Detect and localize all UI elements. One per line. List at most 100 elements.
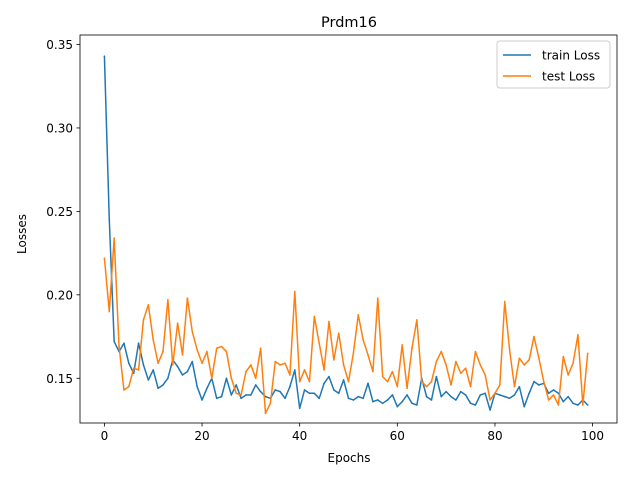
test-loss-point [259, 347, 262, 350]
train-loss-point [137, 342, 140, 345]
test-loss-point [318, 342, 321, 345]
axes-frame [79, 34, 618, 424]
test-loss-point [420, 380, 423, 383]
test-loss-point [269, 402, 272, 405]
test-loss-point [118, 345, 120, 348]
test-loss-point [479, 364, 482, 366]
train-loss-point [245, 394, 247, 396]
test-loss-point [533, 335, 535, 338]
train-loss-point [552, 389, 555, 391]
y-axis-label: Losses [15, 214, 29, 254]
train-loss-point [142, 364, 145, 366]
train-loss-point [333, 389, 335, 391]
train-loss-point [162, 384, 164, 386]
train-loss-point [157, 387, 159, 390]
test-loss-point [538, 357, 540, 360]
train-loss-point [259, 390, 262, 393]
train-loss-point [181, 374, 184, 376]
test-loss-point [513, 385, 516, 388]
test-loss-point [528, 359, 530, 361]
train-loss-point [367, 382, 369, 385]
train-loss-point [513, 394, 516, 396]
train-loss-point [386, 399, 389, 401]
train-loss-point [508, 397, 511, 400]
test-loss-point [557, 404, 560, 406]
train-loss-point [230, 394, 233, 396]
test-loss-point [333, 359, 335, 361]
test-loss-point [342, 364, 345, 366]
test-loss-point [411, 347, 413, 350]
x-tick-label: 80 [487, 429, 502, 443]
train-loss-point [279, 390, 281, 393]
train-loss-point [342, 379, 345, 381]
test-loss-point [289, 374, 291, 376]
train-loss-point [103, 55, 106, 57]
test-loss-point [499, 384, 501, 386]
train-loss-point [567, 395, 569, 398]
test-loss-point [494, 392, 496, 395]
test-loss-point [572, 362, 574, 365]
train-loss-point [196, 385, 198, 388]
train-loss-point [391, 394, 394, 396]
test-loss-point [401, 344, 404, 346]
test-loss-point [430, 380, 433, 383]
train-loss-point [406, 394, 408, 396]
x-tick-label: 60 [390, 429, 405, 443]
x-tick-label: 0 [101, 429, 109, 443]
test-loss-point [547, 399, 550, 401]
test-loss-point [274, 360, 277, 363]
test-loss-point [123, 389, 125, 391]
train-loss-point [469, 402, 472, 405]
train-loss-point [450, 395, 452, 398]
test-loss-point [469, 385, 472, 388]
test-loss-point [523, 364, 526, 366]
test-loss-point [386, 380, 389, 383]
test-loss-point [176, 322, 179, 325]
test-loss-point [362, 339, 364, 341]
test-loss-point [372, 370, 374, 373]
test-loss-point [464, 367, 467, 370]
train-loss-point [479, 394, 482, 396]
train-loss-point [225, 377, 228, 380]
test-loss-point [582, 404, 584, 406]
train-loss-point [123, 342, 125, 345]
train-loss-point [425, 395, 428, 398]
test-loss-point [196, 349, 198, 351]
test-loss-point [391, 370, 394, 373]
train-loss-point [352, 399, 355, 401]
test-loss-point [152, 339, 155, 341]
train-loss-point [132, 372, 135, 375]
train-loss-point [167, 377, 169, 380]
test-loss-point [201, 362, 203, 365]
test-loss-point [489, 399, 491, 401]
test-loss-point [264, 412, 267, 415]
train-loss-point [416, 404, 418, 406]
x-tick-label: 100 [581, 429, 604, 443]
train-loss-point [572, 402, 574, 405]
train-loss-point [128, 362, 130, 365]
train-loss-point [298, 407, 301, 410]
legend-label-test-loss: test Loss [542, 70, 595, 84]
train-loss-point [240, 397, 242, 400]
train-loss-point [323, 382, 325, 385]
test-loss-point [230, 377, 233, 380]
test-loss-point [503, 300, 506, 303]
train-loss-point [474, 404, 477, 406]
train-loss-point [303, 389, 306, 391]
test-loss-point [206, 350, 208, 353]
test-loss-point [298, 380, 301, 383]
train-loss-point [362, 397, 364, 400]
train-loss-point [518, 385, 521, 388]
train-loss-point [318, 397, 321, 400]
test-loss-point [308, 380, 311, 383]
test-loss-point [518, 357, 521, 360]
train-loss-point [381, 402, 384, 405]
train-loss-point [562, 400, 565, 403]
train-loss-point [533, 380, 535, 383]
train-loss-point [376, 399, 379, 401]
test-loss-point [376, 297, 379, 299]
legend: train Loss test Loss [496, 40, 611, 89]
test-loss-point [352, 352, 355, 355]
test-loss-point [337, 332, 340, 335]
